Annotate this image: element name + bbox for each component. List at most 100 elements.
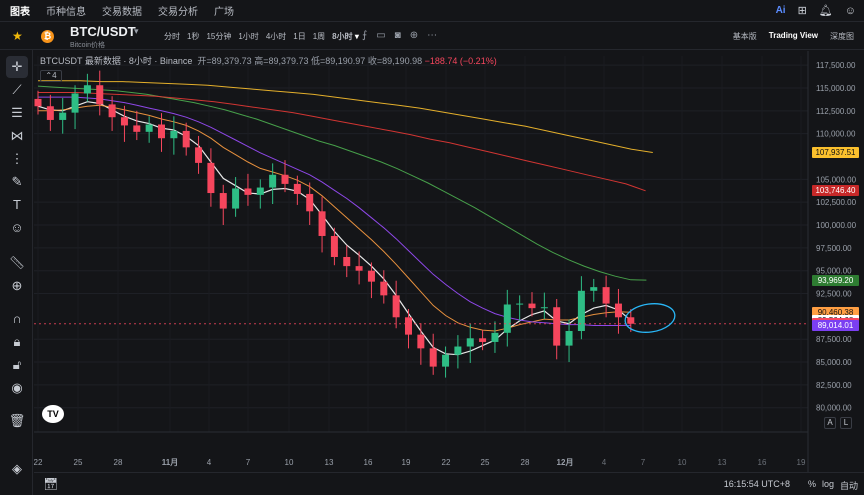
candle-body [281, 174, 289, 184]
candle-body [59, 112, 67, 120]
crosshair-icon[interactable]: ✛ [6, 56, 28, 78]
log-scale-button[interactable]: L [840, 417, 852, 429]
auto-scale-button[interactable]: A [824, 417, 836, 429]
annotation-ellipse [624, 303, 676, 333]
grid-icon[interactable]: ⊞ [797, 5, 807, 17]
candle-body [318, 211, 326, 236]
magnet-icon[interactable]: ∩ [12, 311, 22, 326]
x-tick-label: 22 [442, 458, 451, 467]
candle-body [158, 124, 165, 139]
price-tag: 103,746.40 [812, 185, 859, 197]
pair-subtitle: Bitcoin价格 [70, 42, 106, 49]
lock-icon[interactable]: 🔒︎ [13, 334, 21, 349]
x-tick-label: 7 [246, 458, 251, 467]
interval-15m[interactable]: 15分钟 [206, 32, 232, 41]
chart-area[interactable]: 117,500.00 115,000.00 112,500.00 110,000.00… [34, 51, 864, 495]
tab-trading-analysis[interactable]: 交易分析 [158, 7, 198, 18]
candle-body [83, 85, 91, 94]
interval-timeline[interactable]: 分时 [164, 32, 180, 41]
bitcoin-icon: ₿ [41, 30, 54, 43]
interval-1h[interactable]: 1小时 [238, 32, 259, 41]
calendar-icon[interactable]: 📅︎ [43, 477, 59, 491]
x-tick-label: 13 [718, 458, 727, 467]
candle-body [244, 188, 252, 195]
candle-body [343, 256, 351, 267]
view-depth[interactable]: 深度图 [830, 32, 854, 41]
favorite-star-icon[interactable]: ★ [12, 29, 23, 43]
lock-drawing-icon[interactable]: 🔓︎ [12, 357, 22, 372]
y-tick-label: 92,500.00 [816, 290, 852, 299]
price-tag: 89,014.01 [812, 319, 859, 331]
camera-icon[interactable]: ◙ [394, 30, 401, 41]
user-icon[interactable]: ☺ [844, 4, 856, 17]
axes: 117,500.00 115,000.00 112,500.00 110,000.00… [34, 51, 857, 472]
brush-icon[interactable]: ✎ [11, 174, 23, 189]
candle-body [429, 348, 437, 367]
candle-body [627, 317, 635, 324]
indicator-count: 4 [52, 71, 57, 80]
ma_orange-line [38, 104, 631, 332]
chart-footer: 📅︎ 16:15:54 UTC+8 % log 自动 [34, 472, 864, 495]
price-chart[interactable]: 117,500.00 115,000.00 112,500.00 110,000.00… [34, 51, 864, 472]
interval-8h[interactable]: 8小时 ▾ [332, 32, 359, 41]
auto-toggle[interactable]: 自动 [839, 481, 858, 491]
ma_green-line [37, 85, 647, 281]
percent-toggle[interactable]: % [807, 479, 816, 489]
view-tradingview[interactable]: Trading View [768, 31, 818, 40]
tab-coin-info[interactable]: 币种信息 [46, 7, 86, 18]
candle-body [466, 338, 474, 347]
x-tick-label: 28 [114, 458, 123, 467]
y-tick-label: 82,500.00 [816, 381, 852, 390]
moving-averages [37, 80, 653, 356]
ai-icon[interactable]: Ai [775, 5, 786, 16]
x-tick-label: 25 [481, 458, 490, 467]
add-icon[interactable]: ⊕ [409, 30, 419, 41]
trash-icon[interactable]: 🗑︎ [8, 413, 26, 428]
ohlc-legend: BTCUSDT 最新数据 · 8小时 · Binance 开=89,379.73… [40, 54, 497, 67]
ruler-icon[interactable]: 📏︎ [8, 255, 26, 270]
interval-1w[interactable]: 1周 [312, 32, 326, 41]
fib-icon[interactable]: ⋮ [10, 151, 24, 166]
candle-body [195, 147, 203, 163]
candle-body [108, 104, 116, 118]
chart-toolbar: ⨍ ▭ ◙ ⊕ ⋯ [362, 30, 437, 41]
candle-body [219, 193, 227, 209]
pattern-icon[interactable]: ⋈ [10, 128, 24, 143]
text-icon[interactable]: T [13, 197, 21, 212]
trendline-icon[interactable]: ⟋ [12, 82, 22, 97]
candle-body [269, 174, 277, 188]
candle-body [602, 287, 610, 304]
legend-name: BTCUSDT 最新数据 · 8小时 · Binance [40, 56, 193, 66]
interval-1d[interactable]: 1日 [293, 32, 306, 41]
layout-icon[interactable]: ▭ [376, 30, 386, 41]
clock-time[interactable]: 16:15:54 UTC+8 [723, 479, 790, 489]
eye-icon[interactable]: ◉ [11, 380, 23, 395]
price-tag: 90,460.38 [812, 306, 859, 318]
view-basic[interactable]: 基本版 [732, 32, 757, 41]
chevron-down-icon[interactable]: ▾ [134, 26, 139, 36]
candle-body [503, 304, 511, 333]
interval-selector: 分时 1秒 15分钟 1小时 4小时 1日 1周 8小时 ▾ [164, 31, 359, 42]
legend-high: 高=89,379.73 [254, 56, 309, 66]
interval-8h-label: 8小时 [332, 32, 353, 41]
tab-trading-data[interactable]: 交易数据 [102, 7, 142, 18]
layers-icon[interactable]: ◈ [12, 461, 22, 476]
y-tick-label: 110,000.00 [816, 130, 856, 139]
horizontal-lines-icon[interactable]: ☰ [11, 105, 23, 120]
candle-body [293, 183, 301, 194]
tab-square[interactable]: 广场 [214, 7, 234, 18]
x-tick-label: 13 [325, 458, 334, 467]
indicator-toggle[interactable]: ⌃4 [40, 70, 62, 82]
pair-name[interactable]: BTC/USDT [70, 24, 136, 39]
bell-icon[interactable]: 🔔︎ [818, 5, 833, 17]
interval-4h[interactable]: 4小时 [265, 32, 287, 41]
tab-chart[interactable]: 图表 [10, 7, 30, 18]
x-tick-label: 7 [641, 458, 646, 467]
emoji-icon[interactable]: ☺ [10, 220, 24, 235]
candle-body [442, 354, 450, 367]
indicators-icon[interactable]: ⨍ [362, 30, 368, 41]
interval-1s[interactable]: 1秒 [187, 32, 200, 41]
more-icon[interactable]: ⋯ [427, 30, 438, 41]
zoom-in-icon[interactable]: ⊕ [11, 278, 23, 293]
log-toggle[interactable]: log [821, 479, 834, 489]
